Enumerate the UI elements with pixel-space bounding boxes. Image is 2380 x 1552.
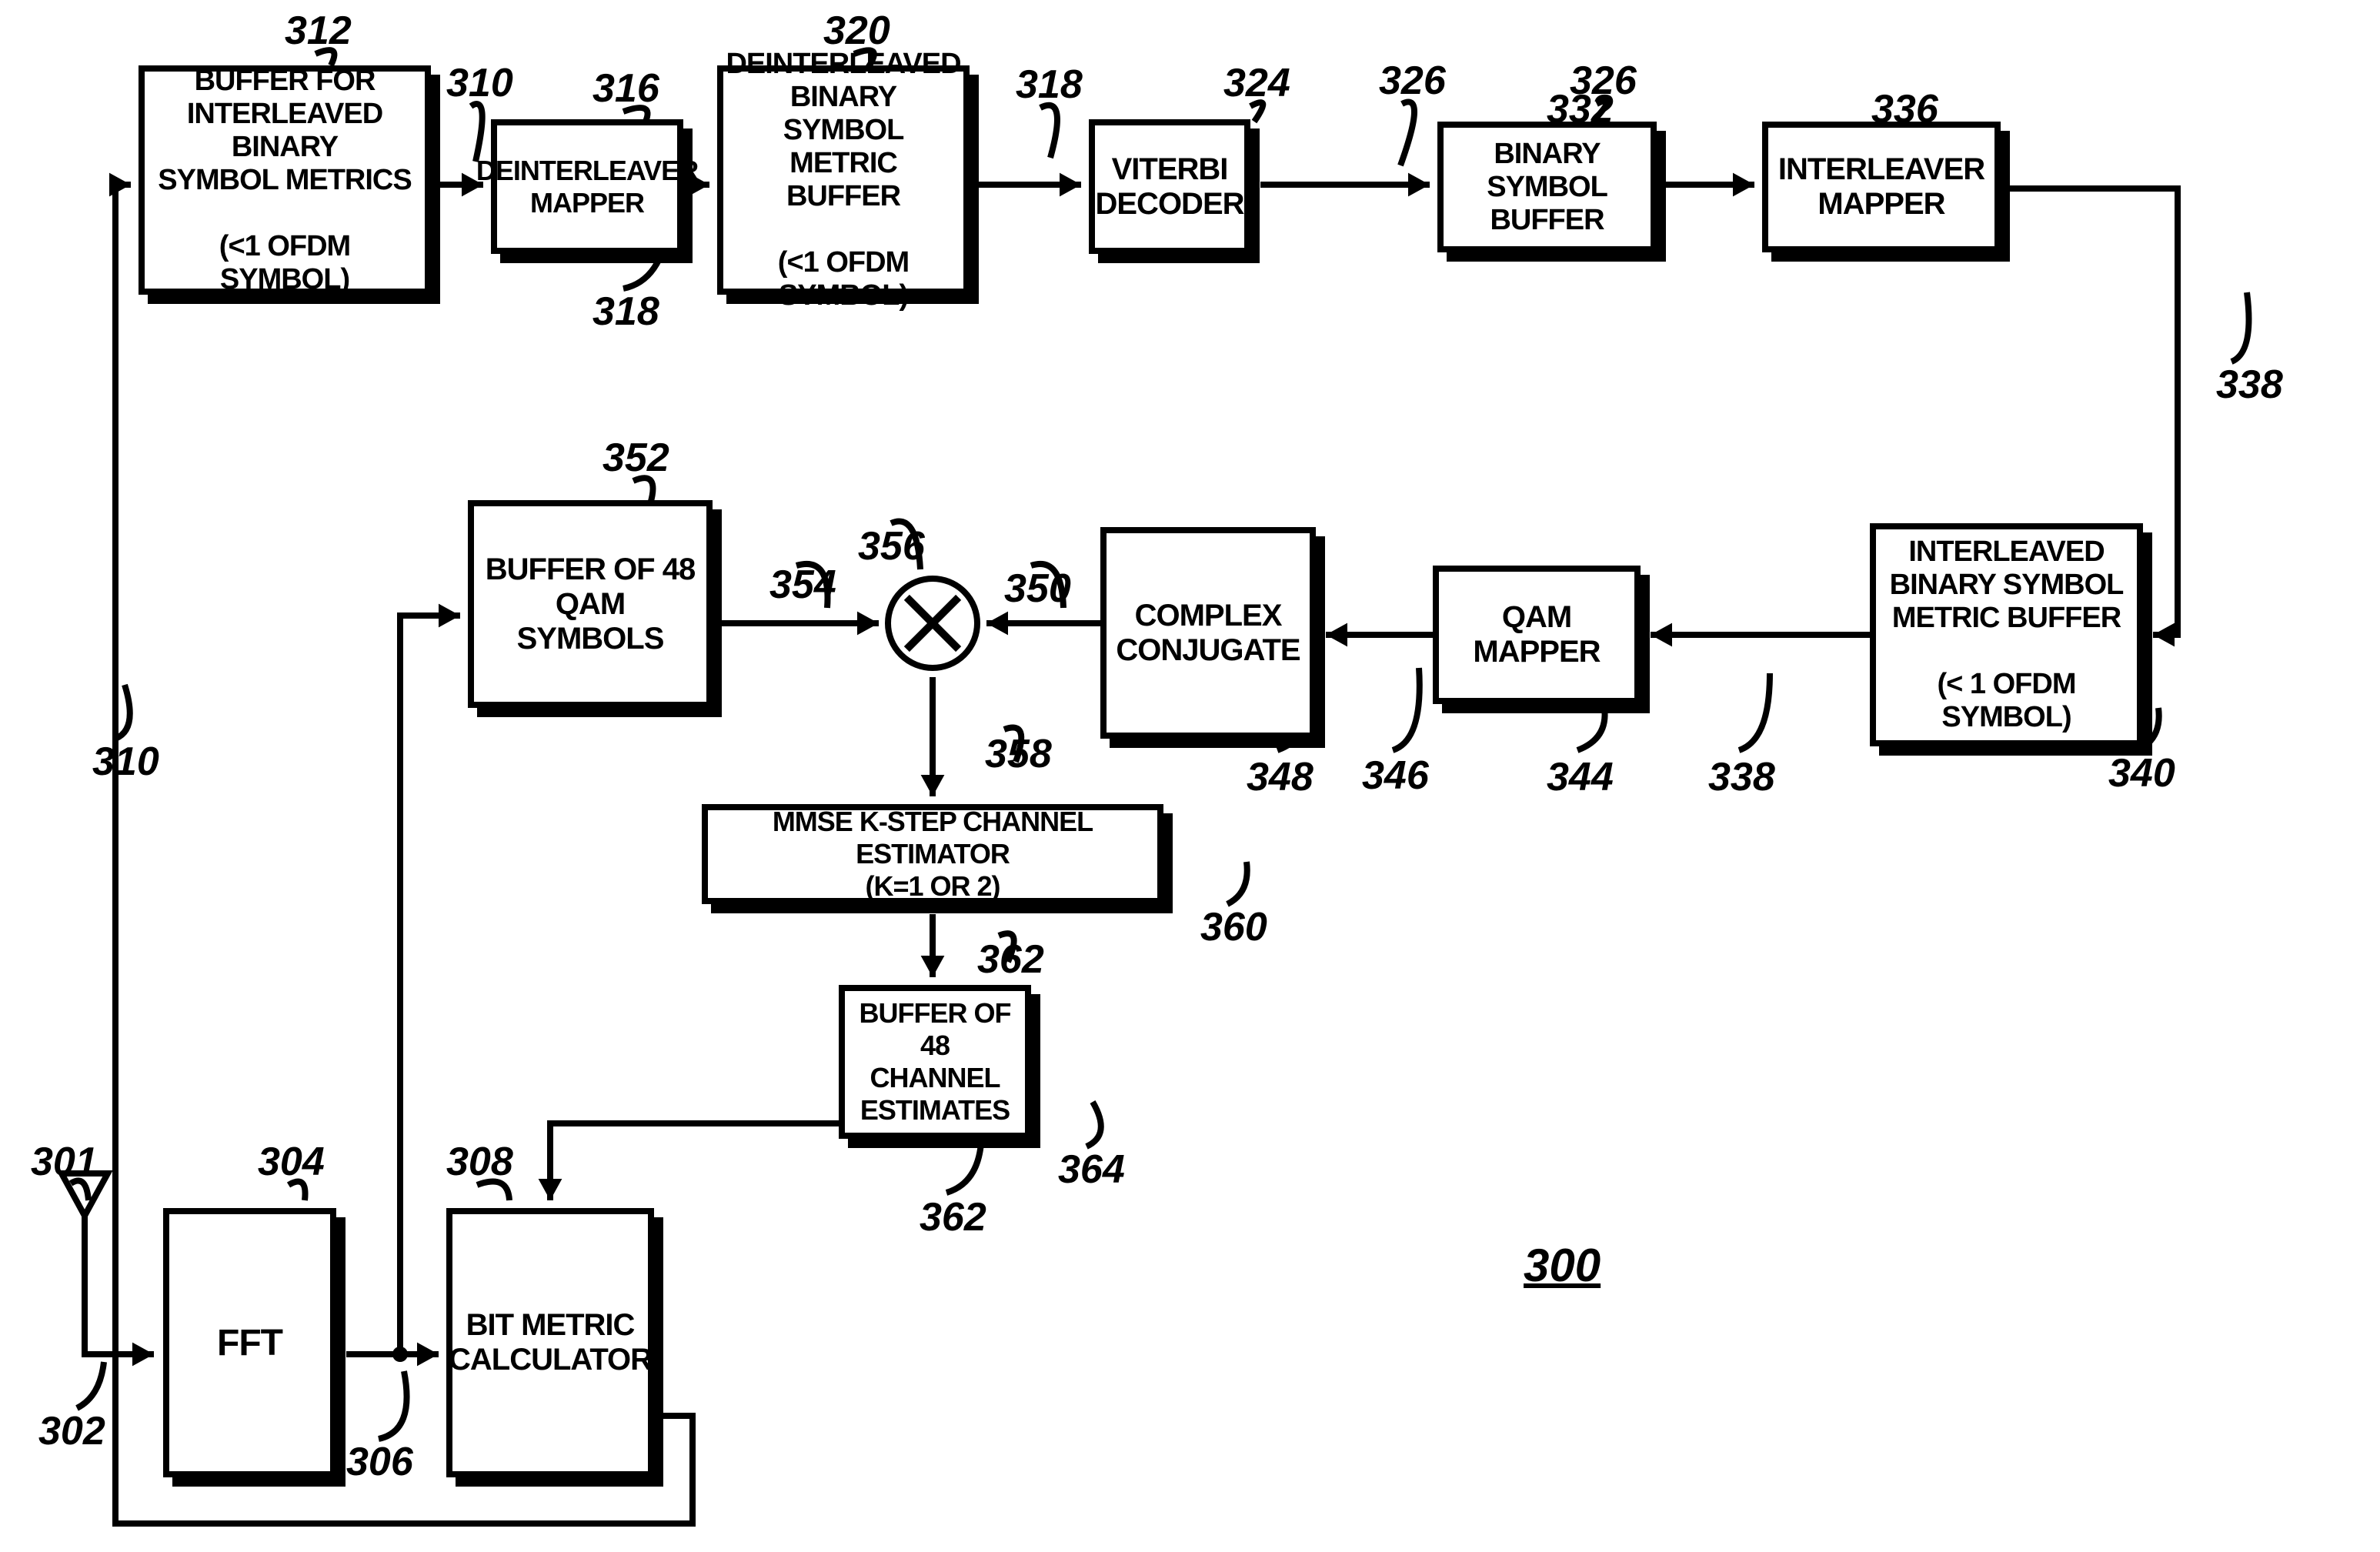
leader-r362b <box>946 1143 981 1193</box>
block-label-line: DEINTERLEAVER <box>476 155 698 187</box>
leader-r364 <box>1087 1102 1101 1146</box>
leader-r310a <box>471 104 482 162</box>
ref-308: 308 <box>446 1139 513 1185</box>
block-label-line: FFT <box>217 1322 282 1364</box>
ref-352: 352 <box>603 435 669 481</box>
block-label-line: QAM MAPPER <box>1447 600 1627 669</box>
ref-364: 364 <box>1058 1146 1125 1193</box>
block-b316: DEINTERLEAVERMAPPER <box>491 119 683 254</box>
ref-318: 318 <box>592 289 659 335</box>
block-label-line: BINARY SYMBOL <box>1451 138 1643 204</box>
ref-302: 302 <box>38 1408 105 1454</box>
ref-362: 362 <box>920 1194 986 1240</box>
block-label-line: INTERLEAVER <box>1778 152 1984 187</box>
ref-338: 338 <box>1708 754 1775 800</box>
block-label-line: MAPPER <box>530 187 644 219</box>
ref-354: 354 <box>769 562 836 608</box>
block-b332: BINARY SYMBOLBUFFER <box>1437 122 1657 252</box>
block-label-line: INTERLEAVED <box>1908 536 2104 569</box>
block-label-line: ESTIMATES <box>860 1094 1010 1126</box>
ref-326: 326 <box>1379 58 1446 104</box>
block-b360: MMSE K-STEP CHANNEL ESTIMATOR(K=1 OR 2) <box>702 804 1163 904</box>
ref-338: 338 <box>2216 362 2283 408</box>
block-b324: VITERBIDECODER <box>1089 119 1250 254</box>
block-label-line: VITERBI <box>1112 152 1228 187</box>
block-label-line: (<1 OFDM SYMBOL) <box>152 230 417 296</box>
leader-r326a <box>1400 102 1414 165</box>
block-label-line: BUFFER <box>1490 204 1604 237</box>
block-label-line: MMSE K-STEP CHANNEL ESTIMATOR <box>716 806 1150 870</box>
ref-301: 301 <box>31 1139 98 1185</box>
block-label-line <box>840 213 847 246</box>
block-label-line: (< 1 OFDM SYMBOL) <box>1884 668 2129 734</box>
block-label-line: INTERLEAVED BINARY <box>152 98 417 164</box>
ref-304: 304 <box>258 1139 325 1185</box>
block-b312: BUFFER FORINTERLEAVED BINARYSYMBOL METRI… <box>139 65 431 295</box>
block-label-line: (K=1 OR 2) <box>865 870 1000 903</box>
ref-336: 336 <box>1871 86 1938 132</box>
block-b304: FFT <box>163 1208 336 1477</box>
block-label-line: BIT METRIC <box>466 1308 635 1343</box>
ref-300: 300 <box>1524 1239 1601 1292</box>
block-label-line: BUFFER OF 48 <box>486 552 695 587</box>
ref-340: 340 <box>2108 750 2175 796</box>
block-label-line: BINARY SYMBOL <box>731 81 956 147</box>
block-label-line: CHANNEL <box>870 1062 1000 1094</box>
ref-360: 360 <box>1200 904 1267 950</box>
block-label-line: DECODER <box>1095 187 1243 222</box>
ref-310: 310 <box>446 60 513 106</box>
ref-320: 320 <box>823 8 890 54</box>
ref-318: 318 <box>1016 62 1083 108</box>
leader-r302 <box>77 1362 104 1408</box>
diagram-container: BUFFER FORINTERLEAVED BINARYSYMBOL METRI… <box>0 0 2380 1552</box>
block-label-line: METRIC BUFFER <box>1892 602 2121 635</box>
block-label-line: CALCULATOR <box>449 1343 652 1377</box>
block-b308: BIT METRICCALCULATOR <box>446 1208 654 1477</box>
block-label-line <box>281 197 289 230</box>
block-label-line: BUFFER OF 48 <box>853 997 1017 1062</box>
block-label-line: BINARY SYMBOL <box>1890 569 2124 602</box>
ref-310: 310 <box>92 739 159 785</box>
edge-e302 <box>85 1216 154 1354</box>
ref-358: 358 <box>985 731 1052 777</box>
ref-356: 356 <box>858 523 925 569</box>
leader-r344 <box>1577 708 1605 750</box>
block-label-line: SYMBOL METRICS <box>158 164 411 197</box>
ref-306: 306 <box>346 1439 413 1485</box>
edge-e362t308 <box>550 1123 839 1200</box>
leader-r338b <box>1739 673 1770 750</box>
block-b348: COMPLEXCONJUGATE <box>1100 527 1316 739</box>
leader-r346 <box>1393 668 1420 750</box>
ref-346: 346 <box>1362 753 1429 799</box>
ref-350: 350 <box>1004 566 1071 612</box>
block-b344: QAM MAPPER <box>1433 566 1641 704</box>
block-label-line: COMPLEX <box>1135 599 1282 633</box>
block-label-line: QAM SYMBOLS <box>482 587 699 656</box>
block-b364: BUFFER OF 48CHANNELESTIMATES <box>839 985 1031 1139</box>
leader-r318a <box>1040 105 1057 158</box>
block-label-line <box>2003 635 2011 668</box>
block-label-line: BUFFER FOR <box>195 65 376 98</box>
ref-362: 362 <box>977 936 1044 983</box>
block-label-line: (<1 OFDM SYMBOL) <box>731 246 956 312</box>
ref-344: 344 <box>1547 754 1614 800</box>
block-b352: BUFFER OF 48QAM SYMBOLS <box>468 500 713 708</box>
ref-316: 316 <box>592 65 659 112</box>
block-b340: INTERLEAVEDBINARY SYMBOLMETRIC BUFFER (<… <box>1870 523 2143 746</box>
leader-r306 <box>379 1371 407 1439</box>
block-label-line: MAPPER <box>1818 187 1944 222</box>
ref-312: 312 <box>285 8 352 54</box>
leader-r360 <box>1227 862 1247 904</box>
block-label-line: CONJUGATE <box>1116 633 1300 668</box>
ref-332: 332 <box>1547 86 1614 132</box>
block-b336: INTERLEAVERMAPPER <box>1762 122 2001 252</box>
ref-324: 324 <box>1223 60 1290 106</box>
block-b320: DEINTERLEAVEDBINARY SYMBOLMETRIC BUFFER … <box>717 65 970 295</box>
leader-r338a <box>2231 292 2249 362</box>
block-label-line: METRIC BUFFER <box>731 147 956 213</box>
ref-348: 348 <box>1247 754 1314 800</box>
